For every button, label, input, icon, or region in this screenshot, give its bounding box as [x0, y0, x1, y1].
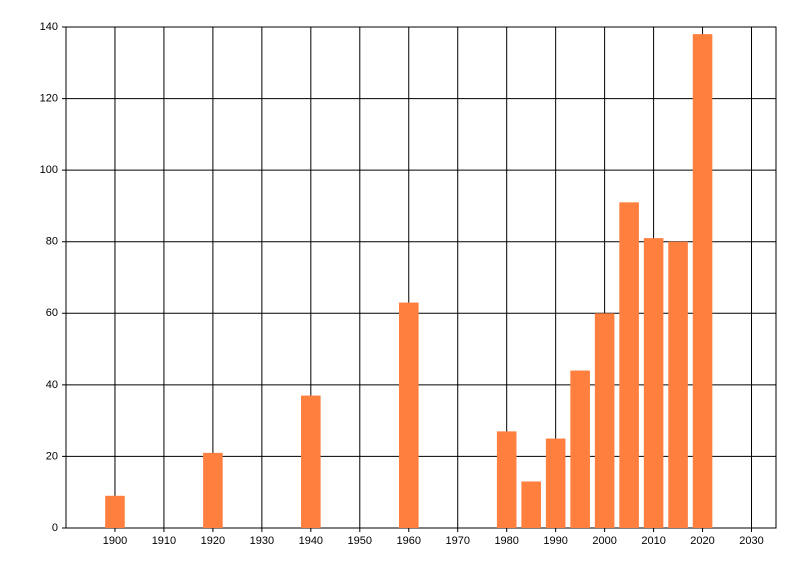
bar: [301, 395, 321, 528]
bar: [594, 313, 615, 528]
bar: [570, 370, 590, 528]
x-tick-label: 1940: [299, 535, 323, 547]
y-tick-label: 80: [46, 236, 58, 248]
x-tick-label: 1970: [445, 535, 469, 547]
x-tick-label: 1930: [250, 535, 274, 547]
x-tick-label: 1990: [543, 535, 567, 547]
bar: [643, 238, 664, 528]
y-tick-label: 120: [40, 92, 58, 104]
bar: [692, 34, 713, 529]
y-tick-label: 40: [46, 379, 58, 391]
bar: [545, 438, 566, 528]
y-tick-label: 140: [40, 21, 58, 33]
x-tick-label: 1900: [103, 535, 127, 547]
x-tick-label: 1920: [201, 535, 225, 547]
bar: [521, 481, 541, 528]
y-tick-label: 0: [52, 522, 58, 534]
bar: [398, 302, 419, 528]
x-tick-label: 2020: [690, 535, 714, 547]
y-tick-label: 100: [40, 164, 58, 176]
x-tick-label: 1960: [397, 535, 421, 547]
bar: [203, 452, 223, 528]
bar: [619, 202, 639, 528]
bar: [668, 241, 688, 528]
y-tick-label: 20: [46, 450, 58, 462]
x-tick-label: 1980: [494, 535, 518, 547]
y-tick-label: 60: [46, 307, 58, 319]
bar: [496, 431, 517, 528]
x-tick-label: 1910: [152, 535, 176, 547]
x-tick-label: 1950: [348, 535, 372, 547]
bar: [105, 495, 125, 528]
x-tick-label: 2010: [641, 535, 665, 547]
x-tick-label: 2030: [739, 535, 763, 547]
x-tick-label: 2000: [592, 535, 616, 547]
